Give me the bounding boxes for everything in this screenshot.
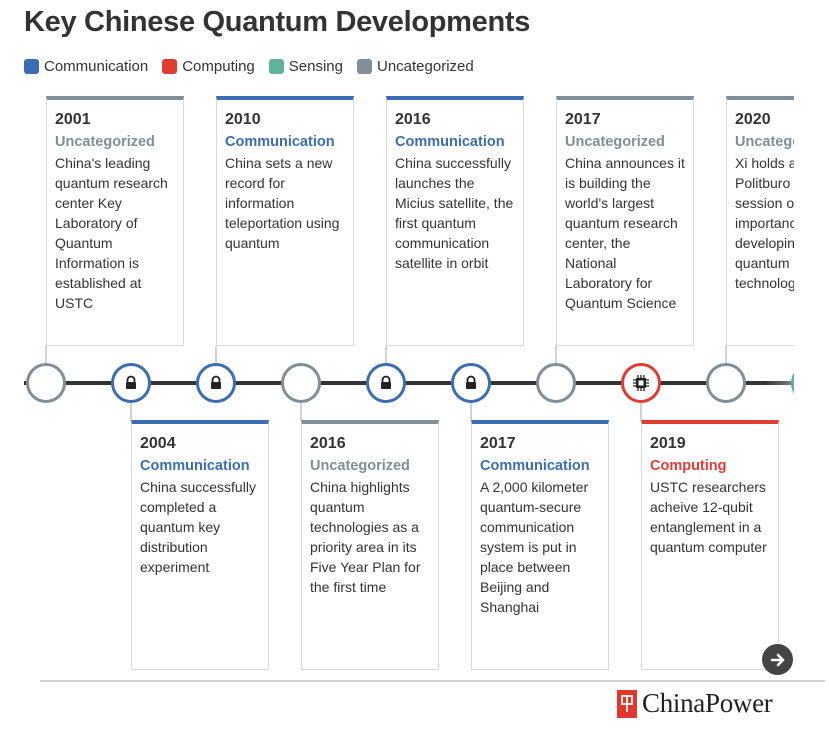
event-connector [470, 403, 472, 420]
event-category: Communication [480, 458, 590, 474]
timeline-axis-fade [764, 381, 794, 385]
timeline-axis [24, 381, 794, 385]
timeline-baseline [40, 680, 825, 682]
event-year: 2016 [310, 435, 346, 452]
event-description: China successfully completed a quantum k… [140, 479, 256, 575]
event-card[interactable]: 2004 Communication China successfully comp… [131, 420, 269, 670]
event-description: China sets a new record for information … [225, 155, 340, 251]
event-card[interactable]: 2019 Computing USTC researchers acheive 12… [641, 420, 779, 670]
legend-label: Communication [44, 58, 149, 75]
event-connector [555, 346, 557, 363]
timeline-viewport[interactable]: 2001 Uncategorized China's leading quantum… [24, 92, 794, 682]
timeline-node[interactable] [706, 363, 746, 403]
timeline-node[interactable] [536, 363, 576, 403]
timeline-node[interactable] [26, 363, 66, 403]
legend-swatch [268, 59, 284, 74]
brand-mark [617, 689, 637, 718]
event-connector [385, 346, 387, 363]
event-connector [215, 346, 217, 363]
timeline-node[interactable] [366, 363, 406, 403]
event-connector [45, 346, 47, 363]
legend-label: Sensing [288, 58, 343, 75]
event-year: 2017 [565, 111, 601, 128]
legend-swatch [356, 59, 372, 74]
timeline-node[interactable] [621, 363, 661, 403]
legend-label: Computing [182, 58, 255, 75]
legend-item-communication[interactable]: Communication [24, 58, 148, 75]
event-category: Uncategorized [310, 458, 410, 474]
event-description: China highlights quantum technologies as… [310, 479, 421, 595]
lock-icon [381, 375, 391, 389]
event-category: Computing [650, 458, 727, 474]
timeline-node[interactable] [111, 363, 151, 403]
lock-icon [211, 375, 221, 389]
event-year: 2019 [650, 435, 686, 452]
next-button[interactable] [762, 644, 793, 675]
event-year: 2004 [140, 435, 176, 452]
event-card[interactable]: 2017 Communication A 2,000 kilometer quant… [471, 420, 609, 670]
legend-item-computing[interactable]: Computing [162, 58, 255, 75]
event-card[interactable]: 2010 Communication China sets a new record… [216, 96, 354, 346]
brand-mark-glyph [621, 694, 633, 712]
legend-item-uncategorized[interactable]: Uncategorized [356, 58, 474, 75]
event-description: China's leading quantum research center … [55, 155, 168, 311]
legend-swatch [24, 59, 39, 74]
event-connector [725, 346, 727, 363]
event-description: USTC researchers acheive 12-qubit entang… [650, 479, 767, 555]
event-category: Communication [395, 134, 505, 150]
event-card[interactable]: 2017 Uncategorized China announces it is b… [556, 96, 694, 346]
event-category: Uncategorized [565, 134, 665, 150]
timeline-node[interactable] [451, 363, 491, 403]
event-year: 2020 [735, 111, 771, 128]
legend: Communication Computing Sensing Uncatego… [24, 58, 474, 75]
event-connector [130, 403, 132, 420]
brand-name: ChinaPower [642, 688, 773, 718]
legend-item-sensing[interactable]: Sensing [268, 58, 343, 75]
event-description: A 2,000 kilometer quantum-secure communi… [480, 479, 589, 615]
event-year: 2017 [480, 435, 516, 452]
timeline-node[interactable] [196, 363, 236, 403]
timeline-node[interactable] [791, 363, 794, 403]
legend-label: Uncategorized [376, 58, 474, 75]
event-card[interactable]: 2020 Uncategorized Xi holds a Politburo st… [726, 96, 794, 346]
event-year: 2001 [55, 111, 91, 128]
lock-icon [126, 375, 136, 389]
event-description: China successfully launches the Micius s… [395, 155, 514, 271]
event-connector [300, 403, 302, 420]
event-card[interactable]: 2001 Uncategorized China's leading quantum… [46, 96, 184, 346]
event-card[interactable]: 2016 Communication China successfully laun… [386, 96, 524, 346]
event-description: China announces it is building the world… [565, 155, 685, 311]
brand-logo: ChinaPower [617, 688, 773, 719]
event-description: Xi holds a Politburo study session on th… [735, 155, 794, 291]
legend-swatch [162, 59, 178, 74]
event-category: Communication [225, 134, 335, 150]
event-category: Uncategorized [735, 134, 794, 150]
event-card[interactable]: 2016 Uncategorized China highlights quantu… [301, 420, 439, 670]
event-category: Uncategorized [55, 134, 155, 150]
page-title: Key Chinese Quantum Developments [24, 6, 531, 38]
lock-icon [466, 375, 476, 389]
event-year: 2016 [395, 111, 431, 128]
arrow-right-icon [770, 653, 784, 666]
event-year: 2010 [225, 111, 261, 128]
chip-icon [633, 375, 649, 391]
timeline-node[interactable] [281, 363, 321, 403]
event-connector [640, 403, 642, 420]
event-category: Communication [140, 458, 250, 474]
